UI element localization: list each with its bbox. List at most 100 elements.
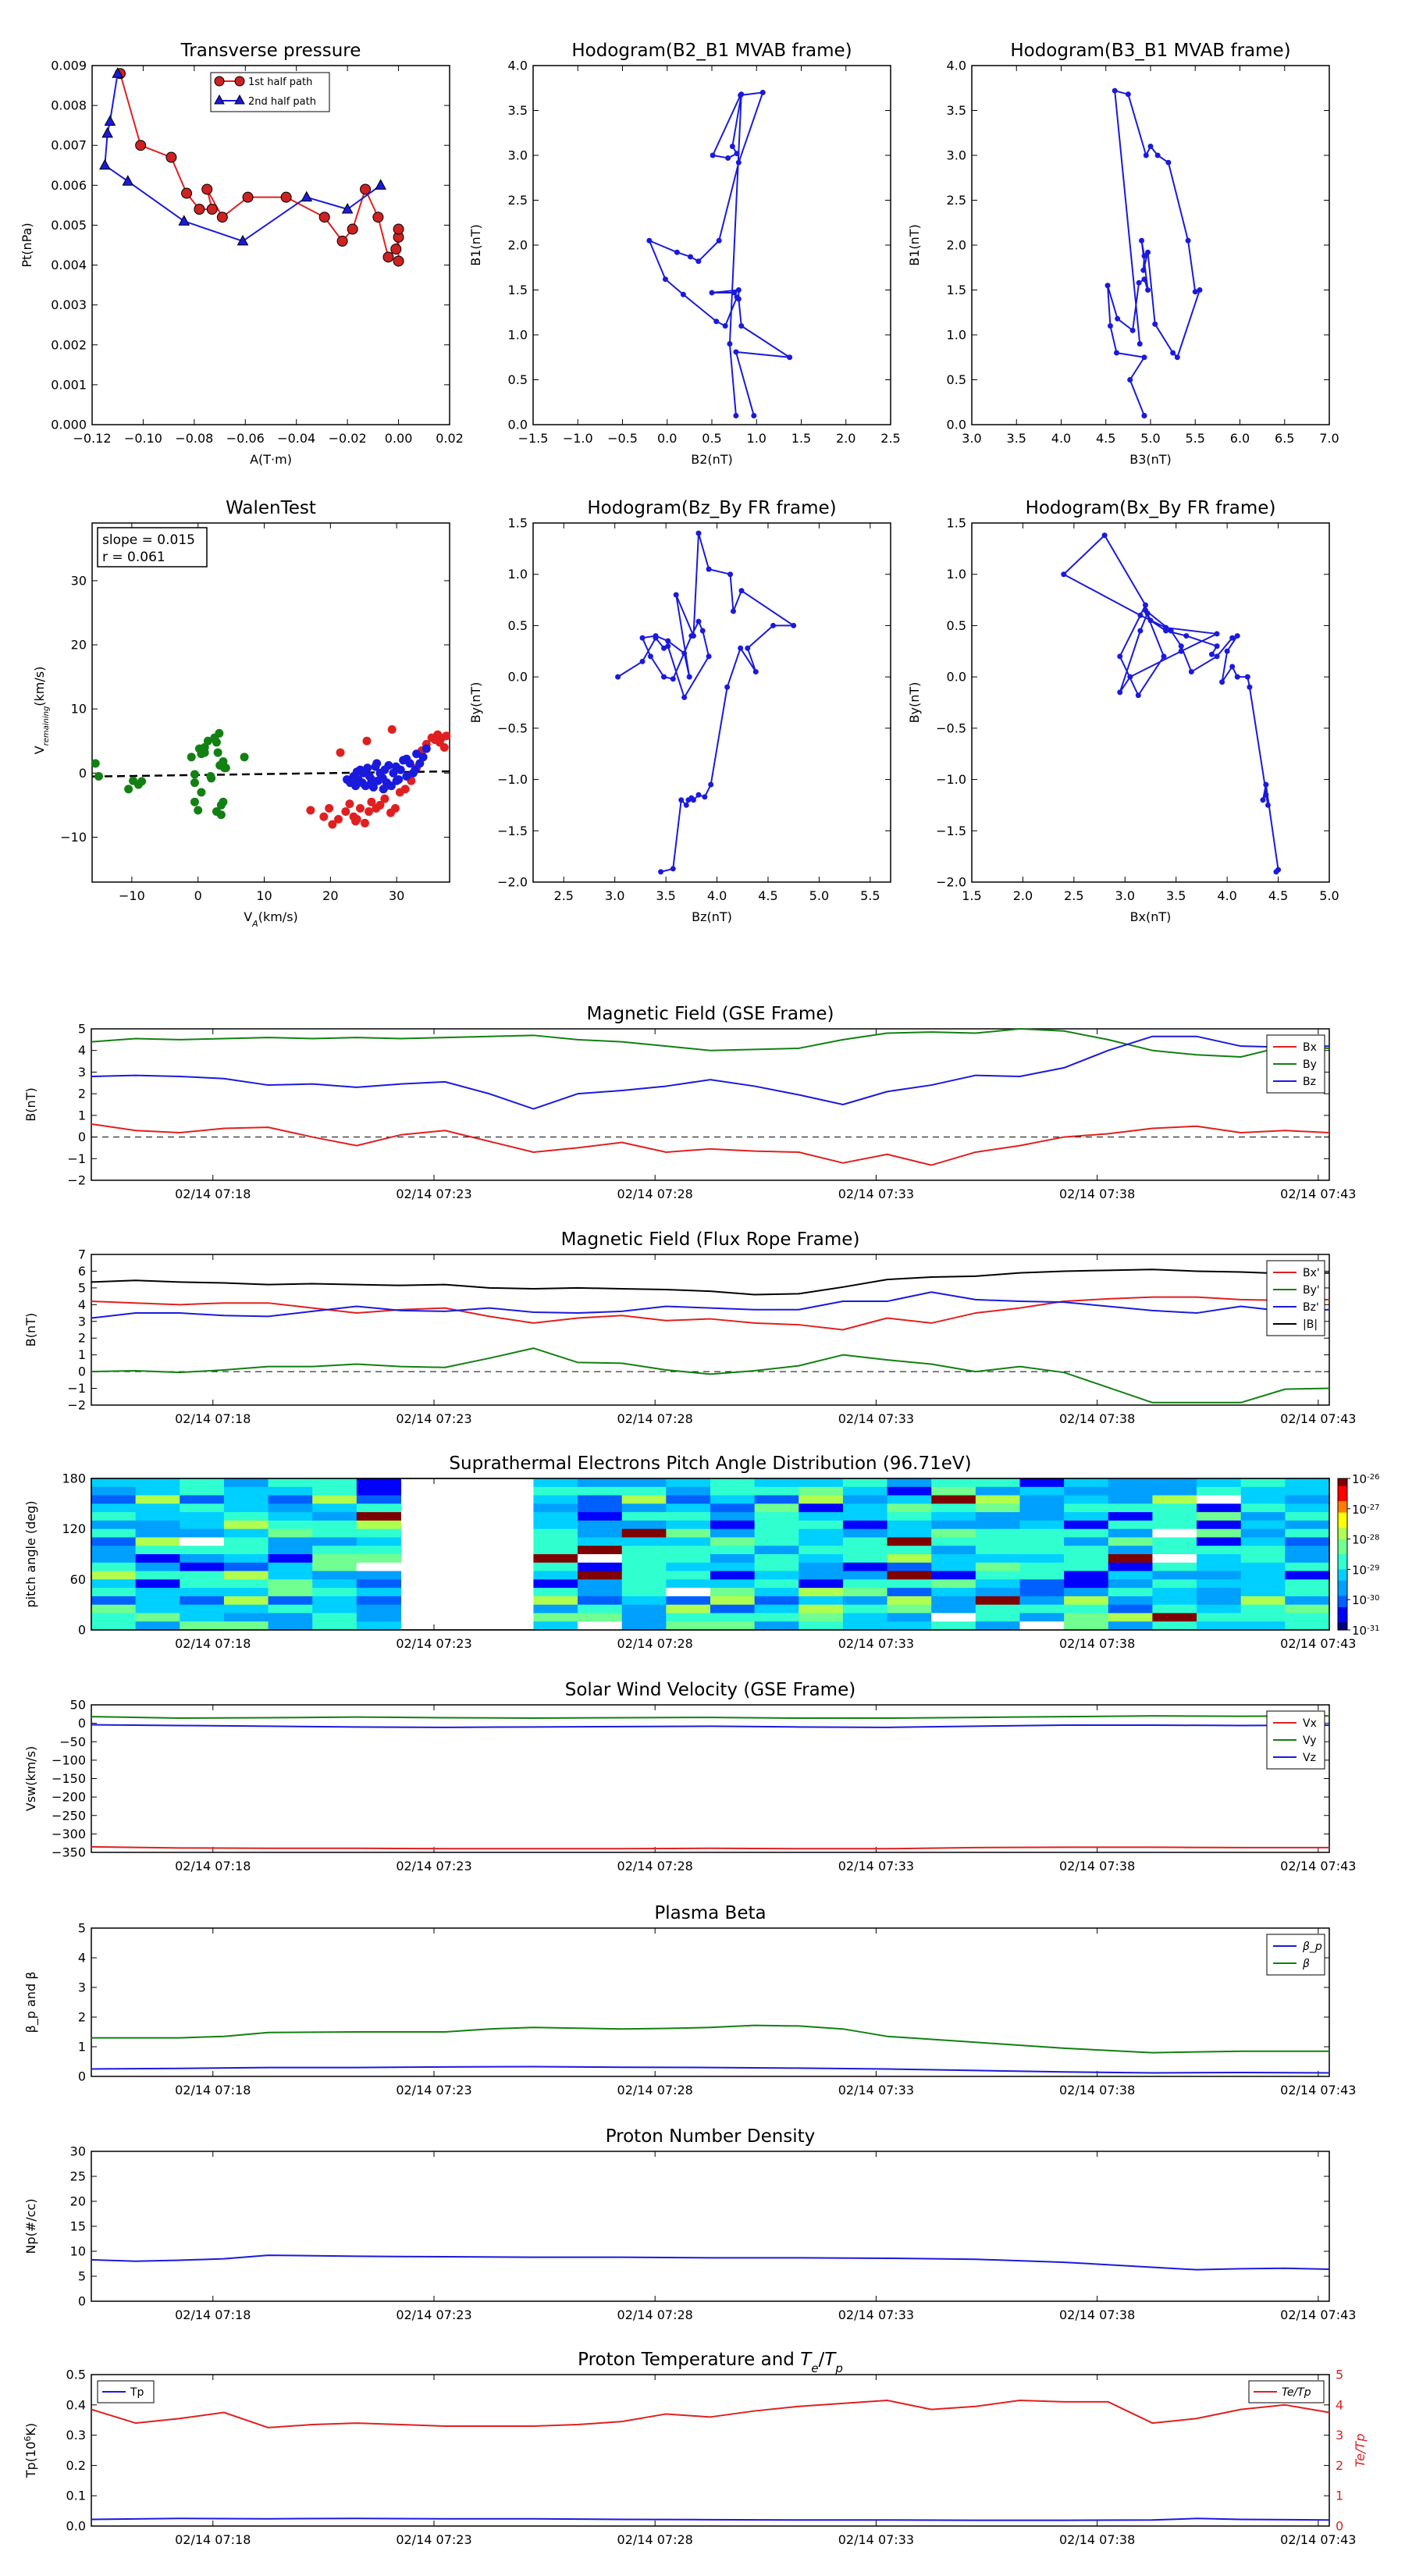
data-point <box>206 204 218 215</box>
heatmap-cell <box>578 1588 623 1597</box>
heatmap-cell <box>1108 1554 1153 1564</box>
data-point <box>1214 643 1220 649</box>
heatmap-cell <box>1285 1520 1330 1530</box>
heatmap-cell <box>931 1486 976 1496</box>
heatmap-cell <box>180 1588 225 1597</box>
heatmap-cell <box>975 1537 1020 1546</box>
heatmap-cell <box>1064 1512 1109 1521</box>
heatmap-cell <box>1285 1537 1330 1546</box>
heatmap-cell <box>356 1554 401 1564</box>
y-tick-label: 0.5 <box>947 618 966 633</box>
heatmap-cell <box>135 1604 180 1614</box>
heatmap-cell <box>754 1571 799 1580</box>
x-tick-label: 2.0 <box>1013 888 1033 903</box>
heatmap-cell <box>1152 1571 1197 1580</box>
chart-title: Solar Wind Velocity (GSE Frame) <box>565 1680 855 1700</box>
colorbar-exponent: -30 <box>1367 1594 1379 1603</box>
heatmap-cell <box>1285 1621 1330 1631</box>
scatter-point-green <box>212 738 221 747</box>
data-point <box>1143 152 1149 158</box>
series-line-Bx' <box>91 1296 1330 1331</box>
chart-title: Hodogram(B3_B1 MVAB frame) <box>1010 41 1290 61</box>
heatmap-cell <box>268 1537 313 1546</box>
data-point <box>686 674 692 680</box>
x-tick-label: 02/14 07:28 <box>617 1411 693 1426</box>
heatmap-cell <box>1064 1495 1109 1504</box>
series-line-Bx <box>91 1123 1330 1166</box>
heatmap-cell <box>268 1503 313 1513</box>
heatmap-cell <box>887 1495 932 1504</box>
heatmap-cell <box>710 1486 756 1496</box>
colorbar-band <box>1338 1569 1347 1574</box>
y-tick-label: 0.008 <box>51 98 87 113</box>
fit-line <box>91 770 450 778</box>
heatmap-cell <box>180 1596 225 1606</box>
heatmap-cell <box>1240 1537 1286 1546</box>
heatmap-cell <box>621 1512 667 1521</box>
title-slash: / <box>819 2350 825 2370</box>
colorbar-band <box>1338 1618 1347 1623</box>
heatmap-cell <box>533 1503 578 1513</box>
annotation-r: r = 0.061 <box>102 550 165 565</box>
heatmap-cell <box>754 1621 799 1631</box>
data-point <box>1127 674 1133 680</box>
heatmap-cell <box>312 1579 357 1589</box>
colorbar-band <box>1338 1561 1347 1567</box>
legend-box <box>210 72 330 112</box>
heatmap-cell <box>710 1596 756 1606</box>
x-axis-label: VA(km/s) <box>244 909 298 929</box>
heatmap-cell <box>710 1503 756 1513</box>
colorbar-band <box>1338 1508 1347 1514</box>
colorbar-band <box>1338 1622 1347 1627</box>
heatmap-cell <box>356 1503 401 1513</box>
heatmap-cell <box>666 1478 711 1488</box>
series-line-Te/Tp <box>91 2399 1330 2428</box>
heatmap-cell <box>223 1503 269 1513</box>
data-point <box>1136 279 1142 286</box>
heatmap-cell <box>1240 1604 1286 1614</box>
heatmap-cell <box>1152 1528 1197 1538</box>
data-point <box>1161 653 1167 660</box>
x-tick-label: 02/14 07:38 <box>1059 1187 1135 1201</box>
heatmap-cell <box>223 1478 269 1488</box>
data-point <box>727 341 733 347</box>
scatter-point-red <box>375 800 385 809</box>
heatmap-cell <box>223 1613 269 1622</box>
plot-frame <box>91 1927 1330 2077</box>
scatter-point-green <box>215 728 224 738</box>
heatmap-cell <box>1019 1596 1065 1606</box>
y-tick-label: 0.5 <box>508 618 528 633</box>
x-tick-label: 02/14 07:18 <box>175 2083 251 2097</box>
data-point <box>237 234 249 246</box>
heatmap-cell <box>666 1520 711 1530</box>
y-tick-label: 3.5 <box>947 103 966 118</box>
heatmap-cell <box>887 1546 932 1555</box>
data-point <box>734 294 740 301</box>
data-point <box>1178 648 1184 654</box>
data-point <box>393 223 404 235</box>
heatmap-cell <box>621 1604 667 1614</box>
scatter-point-red <box>356 804 365 813</box>
data-point <box>1247 684 1253 690</box>
heatmap-cell <box>754 1520 799 1530</box>
x-tick-label: 10 <box>256 888 272 903</box>
chart-beta: 0 1 2 3 4 5 02/14 07:18 02/14 07:23 02/14 07:28 0… <box>23 1903 1356 2097</box>
heatmap-cell <box>1285 1579 1330 1589</box>
heatmap-cell <box>578 1604 623 1614</box>
heatmap-cell <box>621 1528 667 1538</box>
y-tick-label: 2 <box>78 1087 86 1101</box>
x-tick-label: 0.0 <box>657 431 677 446</box>
y-axis-label: By(nT) <box>907 682 922 724</box>
heatmap-cell <box>842 1588 888 1597</box>
legend-label-2: 2nd half path <box>248 96 316 108</box>
heatmap-cell <box>223 1512 269 1521</box>
plot-frame <box>532 65 891 425</box>
heatmap-cell <box>312 1546 357 1555</box>
data-point <box>318 212 330 223</box>
heatmap-cell <box>135 1486 180 1496</box>
chart-hodo4: −2.0 −1.5 −1.0 −0.5 0.0 0.5 1.0 1.5 1.5 2.0 2.5 3.0… <box>907 498 1339 924</box>
heatmap-cell <box>799 1478 844 1488</box>
x-tick-label: 02/14 07:28 <box>617 2532 693 2547</box>
heatmap-cell <box>621 1579 667 1589</box>
heatmap-cell <box>268 1486 313 1496</box>
